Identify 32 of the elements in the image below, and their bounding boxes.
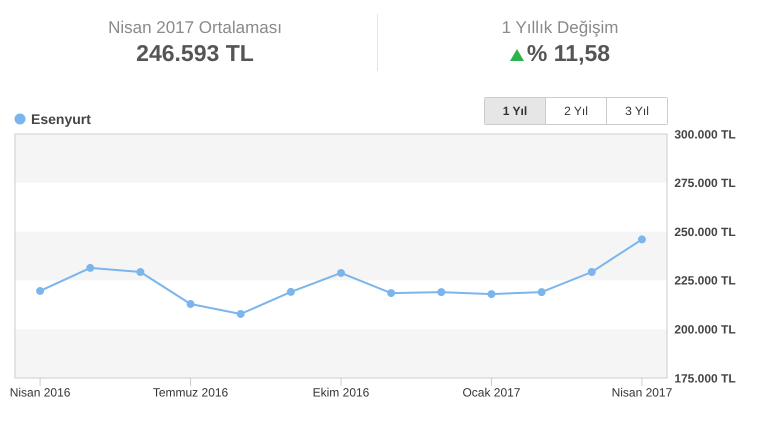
text: % 11,58: [526, 40, 610, 66]
y-tick-label: 200.000 TL: [674, 322, 736, 336]
point: [86, 264, 94, 272]
point: [337, 268, 345, 277]
text: 1 Yıllık Değişim: [500, 18, 620, 38]
x-tick-label: Nisan 2016: [10, 386, 71, 400]
text: 2 Yıl: [545, 98, 606, 124]
text: Nisan 2017 Ortalaması: [107, 18, 283, 38]
point: [638, 235, 646, 244]
y-tick-label: 275.000 TL: [674, 176, 736, 190]
point: [186, 300, 195, 308]
y-tick-label: 300.000 TL: [674, 127, 736, 142]
text: 246.593 TL: [135, 40, 255, 67]
point: [36, 286, 44, 295]
point: [538, 288, 546, 296]
y-tick-label: 225.000 TL: [674, 274, 736, 288]
point: [387, 289, 396, 298]
y-tick-label: 250.000 TL: [674, 224, 736, 239]
point: [588, 268, 596, 276]
y-tick-label: 175.000 TL: [674, 371, 736, 386]
point: [487, 290, 496, 298]
point: [236, 310, 245, 318]
text: 3 Yıl: [606, 98, 667, 124]
x-tick-label: Nisan 2017: [612, 386, 673, 400]
text: 1 Yıl: [485, 98, 545, 124]
point: [437, 288, 446, 296]
point: [286, 288, 295, 296]
legend-label: Esenyurt: [30, 111, 91, 127]
x-tick-label: Temmuz 2016: [152, 386, 229, 400]
point: [136, 268, 144, 276]
x-tick-label: Ocak 2017: [462, 386, 521, 400]
x-tick-label: Ekim 2016: [312, 386, 370, 400]
